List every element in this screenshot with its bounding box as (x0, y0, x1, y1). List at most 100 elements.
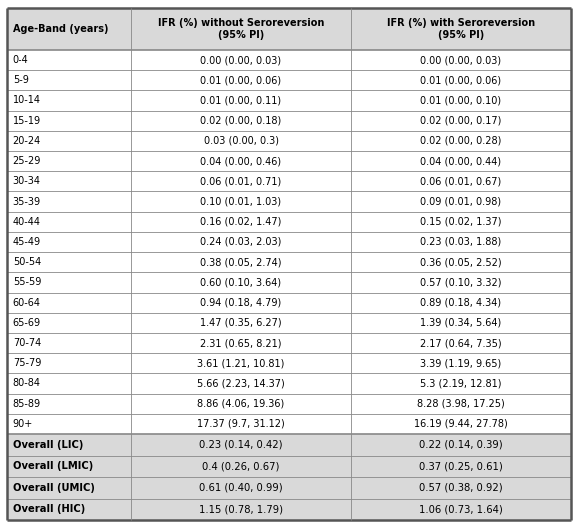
Bar (351, 131, 571, 151)
Bar (131, 192, 351, 212)
Bar (131, 252, 351, 272)
Bar (131, 131, 351, 151)
Text: 0.23 (0.14, 0.42): 0.23 (0.14, 0.42) (199, 440, 283, 450)
Bar (131, 414, 351, 434)
Text: 0.24 (0.03, 2.03): 0.24 (0.03, 2.03) (201, 237, 281, 247)
Bar (351, 110, 571, 131)
Text: 70-74: 70-74 (13, 338, 41, 348)
Bar (7, 50, 131, 70)
Text: 75-79: 75-79 (13, 359, 41, 368)
Text: Overall (UMIC): Overall (UMIC) (13, 483, 95, 493)
Text: 0.09 (0.01, 0.98): 0.09 (0.01, 0.98) (421, 196, 502, 206)
Bar (351, 393, 571, 414)
Bar (351, 456, 571, 477)
Bar (351, 293, 571, 313)
Bar (131, 293, 351, 313)
Bar (131, 393, 351, 414)
Text: Overall (LIC): Overall (LIC) (13, 440, 83, 450)
Text: 0.16 (0.02, 1.47): 0.16 (0.02, 1.47) (201, 217, 281, 227)
Bar (351, 373, 571, 393)
Text: 1.47 (0.35, 6.27): 1.47 (0.35, 6.27) (200, 318, 282, 328)
Bar (7, 293, 131, 313)
Text: 5-9: 5-9 (13, 76, 28, 85)
Text: 0.38 (0.05, 2.74): 0.38 (0.05, 2.74) (201, 257, 282, 267)
Bar (7, 414, 131, 434)
Text: 50-54: 50-54 (13, 257, 41, 267)
Text: 0.02 (0.00, 0.17): 0.02 (0.00, 0.17) (420, 116, 502, 126)
Text: IFR (%) with Seroreversion
(95% PI): IFR (%) with Seroreversion (95% PI) (387, 18, 535, 40)
Bar (351, 434, 571, 456)
Bar (7, 192, 131, 212)
Bar (7, 8, 131, 50)
Text: 0.02 (0.00, 0.28): 0.02 (0.00, 0.28) (420, 136, 502, 146)
Text: 1.15 (0.78, 1.79): 1.15 (0.78, 1.79) (199, 504, 283, 514)
Text: 90+: 90+ (13, 419, 33, 429)
Bar (131, 212, 351, 232)
Text: 55-59: 55-59 (13, 277, 41, 287)
Bar (351, 414, 571, 434)
Bar (7, 393, 131, 414)
Text: 5.3 (2.19, 12.81): 5.3 (2.19, 12.81) (420, 379, 502, 389)
Text: 0.89 (0.18, 4.34): 0.89 (0.18, 4.34) (421, 298, 502, 308)
Text: 3.39 (1.19, 9.65): 3.39 (1.19, 9.65) (420, 359, 502, 368)
Text: Age-Band (years): Age-Band (years) (13, 24, 108, 34)
Bar (131, 110, 351, 131)
Text: 0.06 (0.01, 0.71): 0.06 (0.01, 0.71) (201, 176, 281, 186)
Text: 0.01 (0.00, 0.11): 0.01 (0.00, 0.11) (201, 96, 281, 106)
Bar (351, 70, 571, 90)
Bar (131, 456, 351, 477)
Text: 0.15 (0.02, 1.37): 0.15 (0.02, 1.37) (420, 217, 502, 227)
Text: 25-29: 25-29 (13, 156, 41, 166)
Text: 0.61 (0.40, 0.99): 0.61 (0.40, 0.99) (199, 483, 283, 493)
Bar (7, 272, 131, 293)
Text: 0.01 (0.00, 0.06): 0.01 (0.00, 0.06) (201, 76, 281, 85)
Text: 35-39: 35-39 (13, 196, 41, 206)
Bar (351, 498, 571, 520)
Text: 2.31 (0.65, 8.21): 2.31 (0.65, 8.21) (201, 338, 282, 348)
Bar (351, 313, 571, 333)
Text: 85-89: 85-89 (13, 399, 41, 409)
Bar (7, 498, 131, 520)
Bar (131, 70, 351, 90)
Bar (351, 353, 571, 373)
Bar (351, 151, 571, 171)
Text: 0.94 (0.18, 4.79): 0.94 (0.18, 4.79) (201, 298, 281, 308)
Bar (131, 90, 351, 110)
Bar (351, 232, 571, 252)
Text: 0.60 (0.10, 3.64): 0.60 (0.10, 3.64) (201, 277, 281, 287)
Bar (7, 110, 131, 131)
Bar (351, 50, 571, 70)
Text: 0.00 (0.00, 0.03): 0.00 (0.00, 0.03) (421, 55, 502, 65)
Text: 20-24: 20-24 (13, 136, 41, 146)
Text: 10-14: 10-14 (13, 96, 40, 106)
Text: Overall (HIC): Overall (HIC) (13, 504, 85, 514)
Bar (7, 252, 131, 272)
Text: 0.4 (0.26, 0.67): 0.4 (0.26, 0.67) (202, 461, 280, 472)
Text: 5.66 (2.23, 14.37): 5.66 (2.23, 14.37) (197, 379, 285, 389)
Bar (131, 313, 351, 333)
Bar (7, 477, 131, 498)
Text: 0.23 (0.03, 1.88): 0.23 (0.03, 1.88) (420, 237, 502, 247)
Bar (131, 373, 351, 393)
Bar (7, 434, 131, 456)
Bar (7, 353, 131, 373)
Bar (7, 70, 131, 90)
Text: 0.04 (0.00, 0.44): 0.04 (0.00, 0.44) (421, 156, 502, 166)
Bar (131, 272, 351, 293)
Text: Overall (LMIC): Overall (LMIC) (13, 461, 93, 472)
Text: 80-84: 80-84 (13, 379, 40, 389)
Bar (131, 50, 351, 70)
Text: 0.01 (0.00, 0.10): 0.01 (0.00, 0.10) (421, 96, 502, 106)
Bar (351, 477, 571, 498)
Text: 0.00 (0.00, 0.03): 0.00 (0.00, 0.03) (201, 55, 281, 65)
Bar (351, 171, 571, 192)
Bar (131, 8, 351, 50)
Text: 8.86 (4.06, 19.36): 8.86 (4.06, 19.36) (198, 399, 285, 409)
Text: 2.17 (0.64, 7.35): 2.17 (0.64, 7.35) (420, 338, 502, 348)
Bar (351, 212, 571, 232)
Bar (351, 192, 571, 212)
Bar (131, 333, 351, 353)
Text: 45-49: 45-49 (13, 237, 41, 247)
Text: 0.36 (0.05, 2.52): 0.36 (0.05, 2.52) (420, 257, 502, 267)
Bar (351, 252, 571, 272)
